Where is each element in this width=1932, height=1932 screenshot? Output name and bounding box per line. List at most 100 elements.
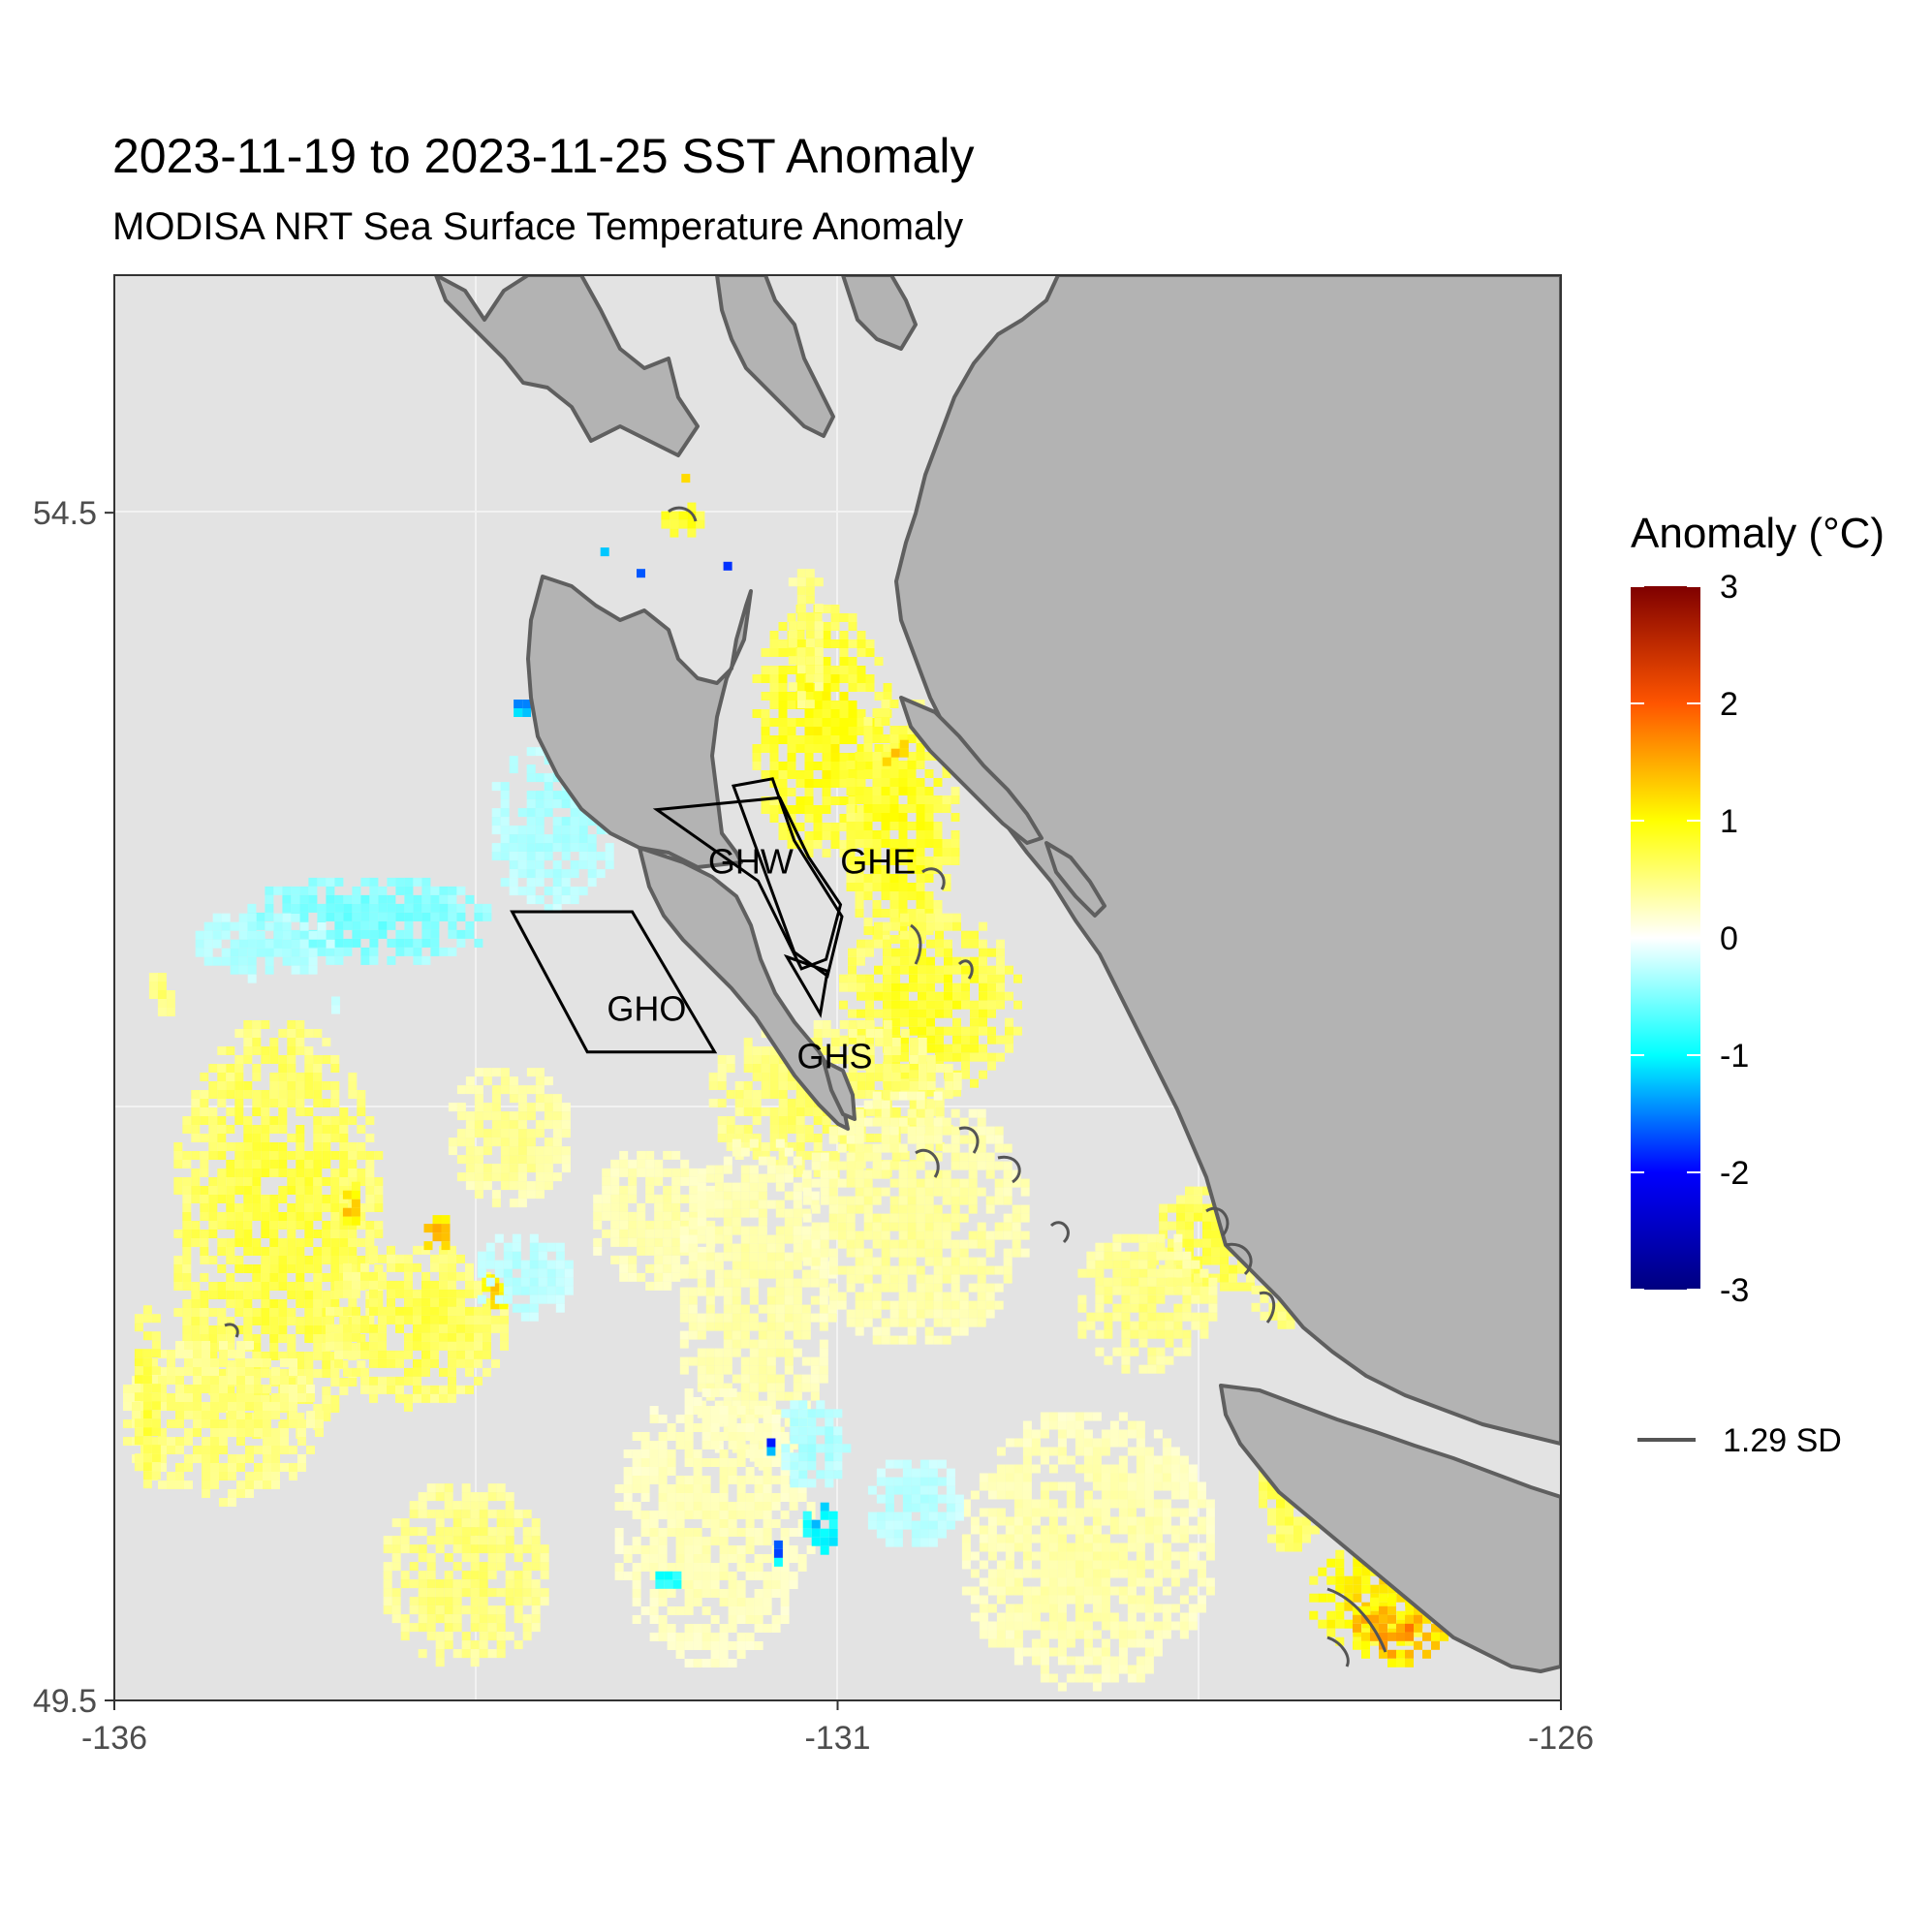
anomaly-cell <box>848 683 857 692</box>
anomaly-cell <box>1101 1612 1110 1622</box>
anomaly-cell <box>278 1081 288 1090</box>
anomaly-cell <box>452 1518 462 1528</box>
anomaly-cell <box>663 1202 672 1212</box>
anomaly-cell <box>684 1641 694 1650</box>
anomaly-cell <box>297 1376 306 1385</box>
anomaly-cell <box>784 1278 794 1288</box>
anomaly-cell <box>909 1026 918 1036</box>
anomaly-cell <box>907 1108 917 1118</box>
anomaly-cell <box>474 1315 483 1324</box>
anomaly-cell <box>740 1400 750 1410</box>
anomaly-cell <box>830 683 840 692</box>
anomaly-cell <box>830 666 840 674</box>
anomaly-cell <box>269 1343 279 1352</box>
anomaly-cell <box>491 1199 501 1208</box>
anomaly-cell <box>827 1313 837 1323</box>
anomaly-cell <box>804 770 814 779</box>
anomaly-cell <box>857 709 866 718</box>
anomaly-cell <box>872 708 882 717</box>
anomaly-cell <box>909 930 918 940</box>
anomaly-cell <box>496 1614 506 1624</box>
anomaly-cell <box>909 1055 919 1064</box>
anomaly-cell <box>1057 1429 1067 1439</box>
anomaly-cell <box>182 1221 192 1230</box>
anomaly-cell <box>522 1579 532 1589</box>
anomaly-cell <box>728 1545 737 1554</box>
anomaly-cell <box>649 1537 659 1545</box>
anomaly-cell <box>916 1196 925 1205</box>
anomaly-cell <box>1083 1638 1093 1648</box>
anomaly-cell <box>632 1572 641 1580</box>
anomaly-cell <box>819 1348 828 1357</box>
anomaly-cell <box>987 1516 997 1526</box>
anomaly-cell <box>778 762 788 770</box>
anomaly-cell <box>793 1287 802 1296</box>
anomaly-cell <box>435 1544 445 1554</box>
anomaly-cell <box>439 1306 448 1316</box>
anomaly-cell <box>723 1356 732 1366</box>
anomaly-cell <box>933 909 943 918</box>
anomaly-cell <box>474 1376 483 1386</box>
anomaly-cell <box>987 982 996 992</box>
anomaly-cell <box>793 1191 802 1200</box>
anomaly-cell <box>968 1309 978 1319</box>
anomaly-cell <box>491 1085 501 1095</box>
anomaly-cell <box>822 796 831 805</box>
anomaly-cell <box>797 1493 807 1502</box>
anomaly-cell <box>395 1358 404 1368</box>
anomaly-cell <box>191 1177 201 1186</box>
anomaly-cell <box>1092 1534 1102 1543</box>
anomaly-cell <box>778 735 788 744</box>
anomaly-cell <box>322 1099 331 1107</box>
anomaly-cell <box>357 1360 366 1369</box>
anomaly-cell <box>465 1129 475 1138</box>
anomaly-cell <box>950 1143 960 1153</box>
anomaly-cell <box>705 1383 715 1392</box>
anomaly-cell <box>796 700 806 709</box>
anomaly-cell <box>820 1239 829 1249</box>
anomaly-cell <box>863 891 873 900</box>
anomaly-cell <box>387 1358 395 1368</box>
anomaly-cell <box>1144 1499 1154 1509</box>
anomaly-cell <box>531 1553 541 1563</box>
anomaly-cell <box>679 1269 689 1279</box>
anomaly-cell <box>313 1134 323 1142</box>
anomaly-cell <box>505 1588 514 1598</box>
anomaly-cell <box>795 779 805 788</box>
anomaly-cell <box>970 1516 980 1526</box>
anomaly-cell <box>680 1220 690 1230</box>
anomaly-cell <box>758 1208 767 1218</box>
anomaly-cell <box>924 1117 934 1127</box>
anomaly-cell <box>769 1081 779 1090</box>
anomaly-cell <box>874 1134 884 1142</box>
anomaly-cell <box>977 1300 986 1310</box>
anomaly-cell <box>830 613 840 622</box>
anomaly-cell <box>540 1588 549 1598</box>
anomaly-cell <box>1136 1464 1145 1474</box>
anomaly-cell <box>1144 1656 1154 1666</box>
anomaly-cell <box>1127 1630 1137 1639</box>
anomaly-cell <box>1031 1569 1041 1578</box>
anomaly-cell <box>1202 1238 1211 1248</box>
anomaly-cell <box>909 974 918 983</box>
anomaly-cell <box>219 1385 228 1393</box>
anomaly-cell <box>732 1348 741 1357</box>
anomaly-cell <box>961 1044 970 1053</box>
anomaly-cell <box>780 1537 790 1545</box>
anomaly-cell <box>448 1376 456 1386</box>
anomaly-cell <box>874 965 883 975</box>
anomaly-cell <box>846 1178 856 1188</box>
anomaly-cell <box>994 1135 1004 1144</box>
anomaly-cell <box>261 1256 270 1264</box>
anomaly-cell <box>202 1480 210 1489</box>
anomaly-cell <box>456 1254 465 1263</box>
anomaly-cell <box>426 1536 436 1545</box>
anomaly-cell <box>933 804 943 813</box>
anomaly-cell <box>933 1257 943 1266</box>
anomaly-cell <box>977 1161 986 1170</box>
anomaly-cell <box>784 1287 794 1296</box>
anomaly-cell <box>924 1292 934 1301</box>
anomaly-cell <box>881 804 890 813</box>
anomaly-cell <box>640 1493 650 1502</box>
anomaly-cell <box>193 1385 202 1393</box>
